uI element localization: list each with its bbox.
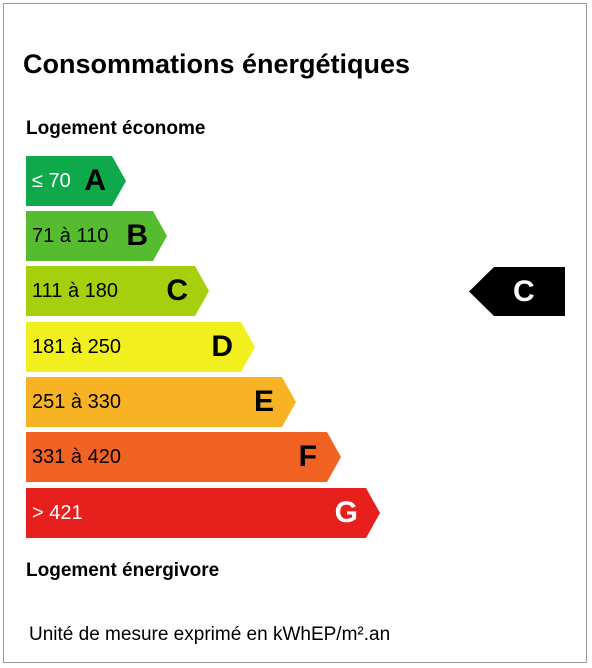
unit-note: Unité de mesure exprimé en kWhEP/m².an bbox=[29, 624, 391, 645]
energy-class-letter: G bbox=[334, 496, 358, 529]
energy-class-bar-f: 331 à 420 F bbox=[26, 432, 341, 482]
energy-class-bar-g: > 421 G bbox=[26, 488, 380, 538]
energy-class-letter: B bbox=[126, 219, 148, 252]
energy-class-bar-e: 251 à 330 E bbox=[26, 377, 296, 427]
energy-class-letter: D bbox=[211, 330, 233, 363]
energy-class-range: > 421 bbox=[32, 502, 83, 524]
energy-class-range: ≤ 70 bbox=[32, 170, 71, 192]
energy-class-range: 251 à 330 bbox=[32, 391, 121, 413]
energy-class-range: 71 à 110 bbox=[32, 225, 109, 247]
energy-class-range: 181 à 250 bbox=[32, 336, 121, 358]
energy-class-bar-c: 111 à 180 C bbox=[26, 266, 209, 316]
energy-class-letter: F bbox=[298, 440, 317, 473]
label-energy-intensive: Logement énergivore bbox=[26, 560, 220, 581]
energy-class-bar-b: 71 à 110 B bbox=[26, 211, 167, 261]
energy-class-letter: E bbox=[253, 385, 274, 418]
energy-class-bar-d: 181 à 250 D bbox=[26, 322, 255, 372]
energy-class-letter: A bbox=[84, 164, 106, 197]
energy-class-letter: C bbox=[166, 274, 188, 307]
energy-class-bar-a: ≤ 70 A bbox=[26, 156, 126, 206]
energy-class-range: 331 à 420 bbox=[32, 446, 121, 468]
energy-class-range: 111 à 180 bbox=[32, 280, 119, 302]
current-class-letter: C bbox=[513, 275, 535, 308]
page-title: Consommations énergétiques bbox=[23, 49, 411, 79]
label-economical: Logement économe bbox=[26, 118, 206, 139]
